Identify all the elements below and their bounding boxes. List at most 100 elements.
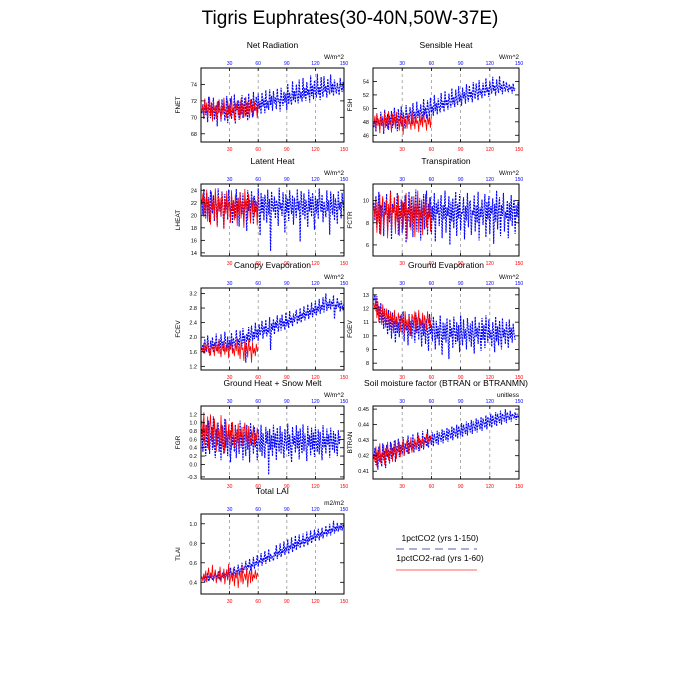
x-tick-label-top: 30 <box>227 177 233 183</box>
x-tick-label-top: 90 <box>458 399 464 405</box>
x-tick-label-top: 60 <box>255 281 261 287</box>
panel-title: Canopy Evaporation <box>234 260 311 270</box>
series-line-1pctco2-rad <box>201 188 259 230</box>
x-tick-label-top: 150 <box>515 61 524 67</box>
plot-frame <box>372 67 520 143</box>
y-tick-label: 2.4 <box>189 321 197 327</box>
y-tick-label: 0.41 <box>358 469 369 475</box>
x-tick-label-bottom: 90 <box>284 261 290 267</box>
y-tick-label: 50 <box>363 106 369 112</box>
y-tick-label: 0.44 <box>358 423 369 429</box>
legend: 1pctCO2 (yrs 1-150) 1pctCO2-rad (yrs 1-60… <box>396 533 484 571</box>
units-label: W/m^2 <box>499 170 519 177</box>
y-tick-label: 1.6 <box>189 350 197 356</box>
series-line-1pctco2-rad <box>373 433 432 467</box>
chart-panel-8: Soil moisture factor (BTRAN or BTRANMN) u… <box>347 378 528 490</box>
y-tick-label: 10 <box>363 334 369 340</box>
y-axis-label: FGEV <box>347 319 354 337</box>
plot-frame <box>200 67 345 143</box>
y-tick-label: 18 <box>191 226 197 232</box>
x-tick-label-top: 90 <box>284 177 290 183</box>
y-tick-label: 6 <box>366 243 369 249</box>
panel-title: Ground Evaporation <box>408 260 484 270</box>
chart-panel-4: Transpiration W/m^2 FCTR 6 8 10 30 30 60 60 90 90 12… <box>347 156 523 267</box>
y-tick-label: 11 <box>363 320 369 326</box>
x-tick-label-bottom: 60 <box>255 484 261 490</box>
units-label: W/m^2 <box>324 392 344 399</box>
chart-panel-5: Canopy Evaporation W/m^2 FCEV 1.2 1.6 2.0 2.4 2… <box>175 260 348 381</box>
y-tick-label: 0.8 <box>189 429 197 435</box>
x-tick-label-bottom: 30 <box>227 261 233 267</box>
units-label: W/m^2 <box>499 274 519 281</box>
y-tick-label: 2.8 <box>189 306 197 312</box>
x-tick-label-bottom: 60 <box>255 375 261 381</box>
x-tick-label-bottom: 90 <box>284 599 290 605</box>
x-tick-label-bottom: 120 <box>311 599 320 605</box>
y-tick-label: 13 <box>363 293 369 299</box>
x-tick-label-top: 120 <box>311 507 320 513</box>
x-tick-label-bottom: 90 <box>458 375 464 381</box>
y-tick-label: 0.2 <box>189 454 197 460</box>
x-tick-label-bottom: 30 <box>399 375 405 381</box>
y-tick-label: 1.0 <box>189 522 197 528</box>
y-axis-label: LHEAT <box>175 210 182 230</box>
x-tick-label-bottom: 120 <box>486 261 495 267</box>
units-label: W/m^2 <box>324 170 344 177</box>
units-label: W/m^2 <box>324 274 344 281</box>
x-tick-label-top: 120 <box>311 281 320 287</box>
plot-frame <box>200 405 345 480</box>
units-label: W/m^2 <box>324 54 344 61</box>
x-tick-label-bottom: 60 <box>429 261 435 267</box>
x-tick-label-top: 120 <box>486 281 495 287</box>
x-tick-label-top: 90 <box>284 507 290 513</box>
x-tick-label-bottom: 60 <box>255 599 261 605</box>
units-label: m2/m2 <box>324 500 344 507</box>
x-tick-label-bottom: 150 <box>340 484 349 490</box>
y-tick-label: 70 <box>191 115 197 121</box>
y-tick-label: 0.4 <box>189 446 197 452</box>
x-tick-label-bottom: 120 <box>486 147 495 153</box>
y-tick-label: 0.6 <box>189 561 197 567</box>
series-line-1pctco2 <box>373 76 516 134</box>
x-tick-label-top: 30 <box>227 61 233 67</box>
panel-title: Soil moisture factor (BTRAN or BTRANMN) <box>364 378 528 388</box>
y-tick-label: 3.2 <box>189 291 197 297</box>
y-tick-label: -0.3 <box>188 475 197 481</box>
series-line-1pctco2 <box>373 294 516 360</box>
y-tick-label: 0.8 <box>189 541 197 547</box>
chart-panel-9: Total LAI m2/m2 TLAI 0.4 0.6 0.8 1.0 30 30 60 60 90… <box>175 486 348 605</box>
y-tick-label: 22 <box>191 201 197 207</box>
y-axis-label: FNET <box>175 96 182 113</box>
panel-title: Sensible Heat <box>420 40 474 50</box>
y-tick-label: 14 <box>191 251 197 257</box>
y-axis-label: FSH <box>347 98 354 111</box>
x-tick-label-top: 150 <box>340 281 349 287</box>
x-tick-label-top: 150 <box>340 507 349 513</box>
y-tick-label: 54 <box>363 79 369 85</box>
x-tick-label-bottom: 120 <box>486 375 495 381</box>
plot-frame <box>200 513 345 595</box>
y-axis-label: FCEV <box>175 320 182 338</box>
y-tick-label: 10 <box>363 199 369 205</box>
y-tick-label: 1.2 <box>189 412 197 418</box>
y-tick-label: 1.0 <box>189 421 197 427</box>
x-tick-label-top: 150 <box>515 399 524 405</box>
series-line-1pctco2-rad <box>201 563 259 589</box>
series-line-1pctco2 <box>201 416 341 475</box>
figure-title: Tigris Euphrates(30-40N,50W-37E) <box>201 8 499 29</box>
x-tick-label-top: 30 <box>399 281 405 287</box>
y-axis-label: TLAI <box>175 547 182 561</box>
x-tick-label-top: 90 <box>458 177 464 183</box>
y-tick-label: 12 <box>363 307 369 313</box>
y-tick-label: 24 <box>191 188 197 194</box>
y-tick-label: 48 <box>363 120 369 126</box>
x-tick-label-top: 90 <box>284 399 290 405</box>
x-tick-label-bottom: 30 <box>399 484 405 490</box>
y-tick-label: 8 <box>366 221 369 227</box>
chart-panel-3: Latent Heat W/m^2 LHEAT 14 16 18 20 22 24 30 30 60 6… <box>175 156 348 267</box>
y-tick-label: 0.45 <box>358 407 369 413</box>
x-tick-label-top: 90 <box>458 61 464 67</box>
x-tick-label-bottom: 120 <box>311 484 320 490</box>
x-tick-label-bottom: 150 <box>515 147 524 153</box>
x-tick-label-top: 60 <box>429 281 435 287</box>
